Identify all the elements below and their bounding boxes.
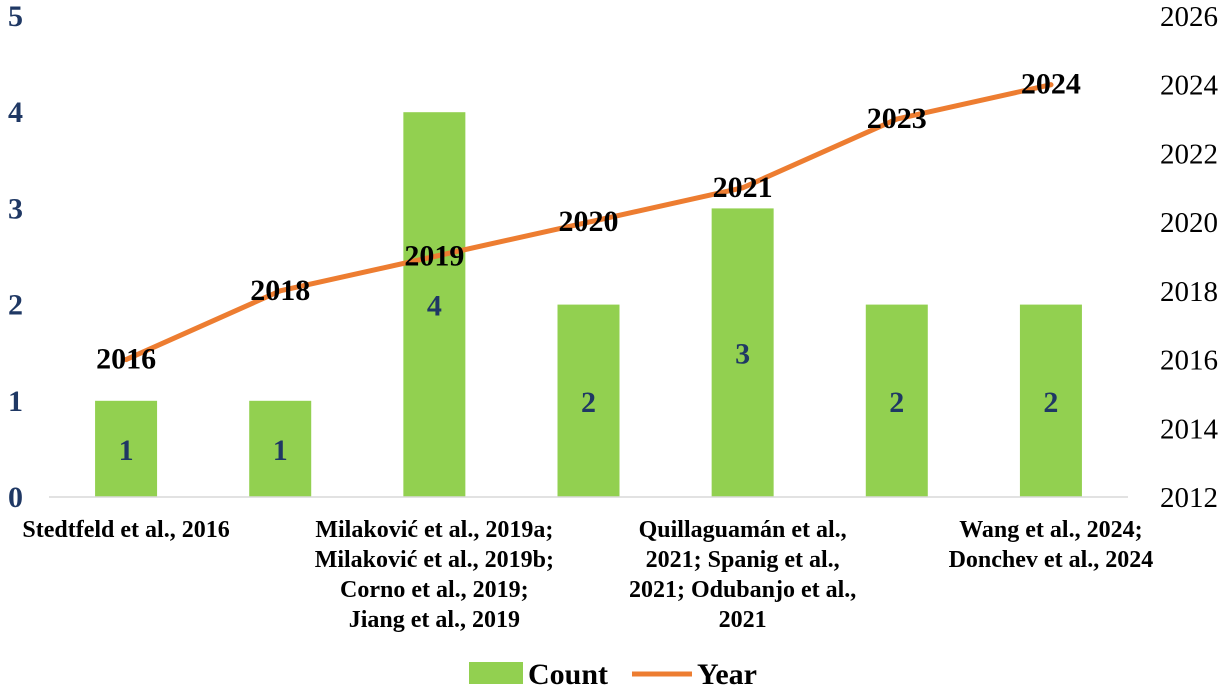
year-data-label: 2021 <box>713 171 773 204</box>
right-y-axis: 2012 2014 2016 2018 2020 2022 2024 2026 <box>1160 1 1219 514</box>
category-label-line: Wang et al., 2024; <box>959 517 1142 543</box>
legend-count-swatch <box>469 662 523 684</box>
count-data-labels: 1 1 4 2 3 2 2 <box>119 290 1059 467</box>
category-label-line: Jiang et al., 2019 <box>349 607 520 633</box>
category-label: Milaković et al., 2019a; Milaković et al.… <box>315 517 554 633</box>
year-data-label: 2016 <box>96 343 156 376</box>
bar-data-label: 4 <box>427 290 442 323</box>
count-bars <box>95 112 1082 497</box>
left-tick-label: 2 <box>8 289 23 322</box>
bar <box>1019 304 1082 497</box>
right-tick-label: 2012 <box>1160 482 1218 514</box>
year-line <box>123 82 1054 363</box>
left-tick-label: 4 <box>8 96 23 129</box>
bar-data-label: 2 <box>1043 386 1058 419</box>
right-tick-label: 2026 <box>1160 1 1218 33</box>
bar-data-label: 2 <box>581 386 596 419</box>
category-label-line: Quillaguamán et al., <box>639 517 847 543</box>
year-point <box>123 357 129 363</box>
left-tick-label: 3 <box>8 192 23 225</box>
category-label: Stedtfeld et al., 2016 <box>22 517 229 543</box>
left-tick-label: 0 <box>8 481 23 514</box>
category-label-line: 2021; Odubanjo et al., <box>629 577 856 603</box>
bar-data-label: 3 <box>735 338 750 371</box>
year-data-label: 2024 <box>1021 68 1081 101</box>
bar <box>865 304 928 497</box>
left-tick-label: 1 <box>8 385 23 418</box>
right-tick-label: 2018 <box>1160 276 1218 308</box>
left-y-axis: 0 1 2 3 4 5 <box>8 0 23 514</box>
category-label-line: Stedtfeld et al., 2016 <box>22 517 229 543</box>
category-label-line: 2021; Spanig et al., <box>646 547 840 573</box>
right-tick-label: 2022 <box>1160 138 1218 170</box>
year-data-label: 2018 <box>250 274 310 307</box>
bar-data-label: 1 <box>119 434 134 467</box>
right-tick-label: 2020 <box>1160 207 1218 239</box>
bar <box>249 400 312 497</box>
bar-data-label: 1 <box>273 434 288 467</box>
bar <box>95 400 158 497</box>
bar <box>711 208 774 497</box>
year-point <box>1048 82 1054 88</box>
bar <box>557 304 620 497</box>
legend: Count Year <box>469 658 757 691</box>
category-label-line: 2021 <box>719 607 767 633</box>
year-data-labels: 2016 2018 2019 2020 2021 2023 2024 <box>96 68 1081 376</box>
year-point <box>894 116 900 122</box>
category-label-line: Corno et al., 2019; <box>340 577 529 603</box>
category-label-line: Milaković et al., 2019a; <box>315 517 553 543</box>
year-point <box>277 288 283 294</box>
category-labels: Stedtfeld et al., 2016 Milaković et al., … <box>22 517 1154 633</box>
year-point <box>586 219 591 225</box>
legend-year-label: Year <box>697 658 757 691</box>
right-tick-label: 2014 <box>1160 413 1219 445</box>
year-point <box>431 254 437 259</box>
year-data-label: 2023 <box>867 102 927 135</box>
right-tick-label: 2016 <box>1160 345 1218 377</box>
year-data-label: 2020 <box>559 205 619 238</box>
left-tick-label: 5 <box>8 0 23 33</box>
bar-data-label: 2 <box>889 386 904 419</box>
category-label: Wang et al., 2024; Donchev et al., 2024 <box>949 517 1154 573</box>
year-data-label: 2019 <box>404 240 464 273</box>
category-label: Quillaguamán et al., 2021; Spanig et al.,… <box>629 517 856 633</box>
legend-count-label: Count <box>528 658 608 691</box>
bar <box>403 112 466 497</box>
category-label-line: Milaković et al., 2019b; <box>315 547 554 573</box>
category-label-line: Donchev et al., 2024 <box>949 547 1154 573</box>
right-tick-label: 2024 <box>1160 70 1219 102</box>
year-point <box>740 185 746 191</box>
